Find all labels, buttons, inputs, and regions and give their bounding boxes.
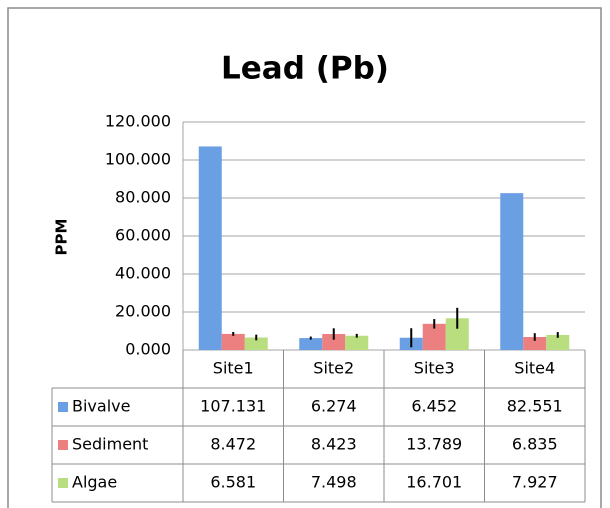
table-value: 6.835 (512, 435, 558, 454)
bar (244, 337, 268, 350)
bar (500, 193, 524, 350)
bar (523, 337, 547, 350)
table-value: 6.581 (210, 473, 256, 492)
table-value: 82.551 (507, 397, 563, 416)
bar (322, 333, 346, 350)
table-value: 6.274 (311, 397, 357, 416)
x-tick-label: Site3 (414, 359, 455, 378)
chart-title: Lead (Pb) (221, 51, 389, 87)
legend-swatch (58, 402, 68, 412)
x-tick-label: Site1 (213, 359, 254, 378)
table-value: 107.131 (200, 397, 266, 416)
bar (445, 318, 469, 350)
table-value: 8.423 (311, 435, 357, 454)
table-value: 6.452 (411, 397, 457, 416)
table-value: 16.701 (406, 473, 462, 492)
legend-swatch (58, 478, 68, 488)
table-value: 7.927 (512, 473, 558, 492)
y-tick-label: 20.000 (115, 302, 171, 321)
y-tick-label: 120.000 (105, 112, 171, 131)
x-tick-label: Site2 (313, 359, 354, 378)
legend-label: Algae (72, 473, 117, 492)
legend-swatch (58, 440, 68, 450)
y-tick-label: 80.000 (115, 188, 171, 207)
bar (422, 323, 446, 350)
bar (345, 335, 369, 350)
y-tick-label: 100.000 (105, 150, 171, 169)
table-value: 7.498 (311, 473, 357, 492)
bar (198, 146, 222, 350)
legend-label: Bivalve (72, 397, 130, 416)
x-tick-label: Site4 (514, 359, 555, 378)
bar (299, 338, 323, 350)
y-tick-label: 40.000 (115, 264, 171, 283)
y-tick-label: 60.000 (115, 226, 171, 245)
y-axis-label: PPM (53, 219, 71, 256)
y-tick-label: 0.000 (125, 340, 171, 359)
legend-label: Sediment (72, 435, 148, 454)
table-value: 8.472 (210, 435, 256, 454)
table-value: 13.789 (406, 435, 462, 454)
bar (221, 333, 245, 350)
bar (546, 334, 570, 350)
